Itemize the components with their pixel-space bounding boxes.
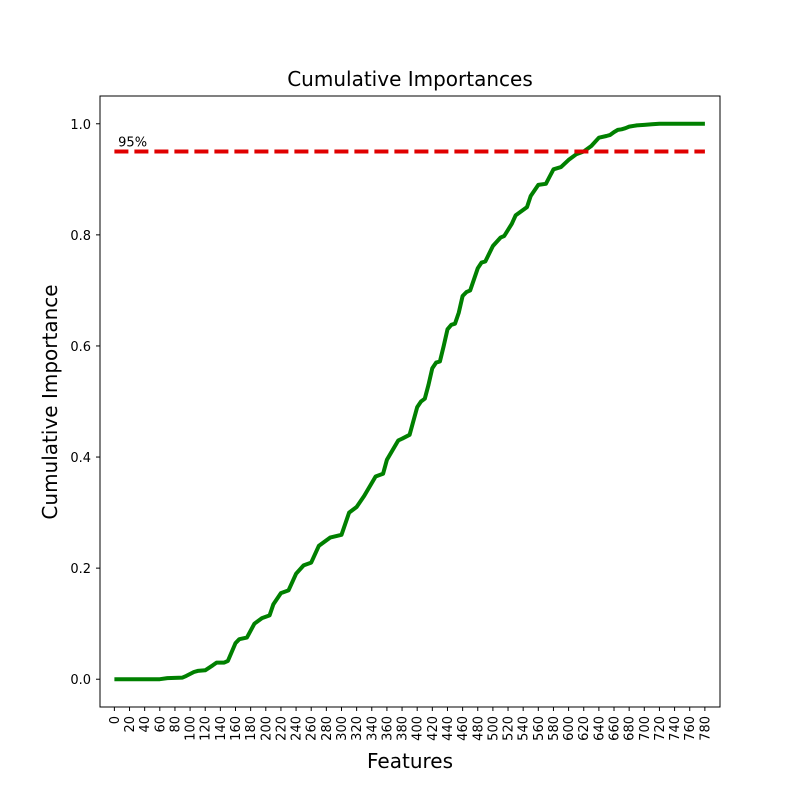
x-tick-label: 280 bbox=[320, 716, 335, 741]
plot-area: 95%0.00.20.40.60.81.00 20 40 60 80 100 120 140 1… bbox=[70, 95, 721, 741]
y-tick-label: 0.0 bbox=[70, 673, 91, 688]
x-tick-label: 640 bbox=[592, 716, 607, 741]
threshold-annotation: 95% bbox=[118, 136, 147, 151]
x-tick-label: 220 bbox=[274, 716, 289, 741]
x-tick-label: 700 bbox=[638, 716, 653, 741]
y-tick-label: 0.4 bbox=[70, 451, 91, 466]
x-tick-label: 740 bbox=[668, 716, 683, 741]
x-tick-label: 480 bbox=[471, 716, 486, 741]
x-tick-label: 40 bbox=[138, 716, 153, 733]
plot-frame bbox=[99, 95, 721, 708]
x-axis-label: Features bbox=[367, 749, 453, 773]
cumulative-importance-line bbox=[114, 121, 705, 682]
x-tick-label: 260 bbox=[305, 716, 320, 741]
x-tick-label: 540 bbox=[517, 716, 532, 741]
x-tick-label: 720 bbox=[653, 716, 668, 741]
x-tick-label: 500 bbox=[486, 716, 501, 741]
x-tick-label: 400 bbox=[411, 716, 426, 741]
x-tick-label: 620 bbox=[577, 716, 592, 741]
x-tick-label: 600 bbox=[562, 716, 577, 741]
y-tick-label: 0.8 bbox=[70, 229, 91, 244]
x-tick-label: 580 bbox=[547, 716, 562, 741]
x-tick-label: 160 bbox=[229, 716, 244, 741]
x-tick-label: 60 bbox=[153, 716, 168, 733]
x-tick-label: 660 bbox=[608, 716, 623, 741]
x-tick-label: 140 bbox=[214, 716, 229, 741]
y-tick-label: 0.2 bbox=[70, 562, 91, 577]
x-tick-label: 780 bbox=[698, 716, 713, 741]
y-axis-label: Cumulative Importance bbox=[38, 284, 62, 519]
x-tick-label: 460 bbox=[456, 716, 471, 741]
y-tick-label: 1.0 bbox=[70, 118, 91, 133]
x-tick-label: 340 bbox=[365, 716, 380, 741]
x-tick-label: 100 bbox=[184, 716, 199, 741]
x-tick-label: 380 bbox=[396, 716, 411, 741]
x-tick-label: 80 bbox=[168, 716, 183, 733]
x-tick-label: 520 bbox=[502, 716, 517, 741]
x-tick-label: 120 bbox=[199, 716, 214, 741]
x-tick-label: 760 bbox=[683, 716, 698, 741]
x-tick-label: 20 bbox=[123, 716, 138, 733]
x-tick-label: 360 bbox=[380, 716, 395, 741]
x-tick-label: 240 bbox=[290, 716, 305, 741]
x-tick-label: 320 bbox=[350, 716, 365, 741]
x-tick-label: 680 bbox=[623, 716, 638, 741]
x-tick-label: 200 bbox=[259, 716, 274, 741]
y-tick-label: 0.6 bbox=[70, 340, 91, 355]
x-tick-label: 440 bbox=[441, 716, 456, 741]
x-tick-label: 300 bbox=[335, 716, 350, 741]
x-tick-label: 420 bbox=[426, 716, 441, 741]
chart-title: Cumulative Importances bbox=[287, 67, 533, 91]
x-tick-label: 180 bbox=[244, 716, 259, 741]
x-tick-label: 560 bbox=[532, 716, 547, 741]
x-tick-label: 0 bbox=[108, 716, 123, 724]
